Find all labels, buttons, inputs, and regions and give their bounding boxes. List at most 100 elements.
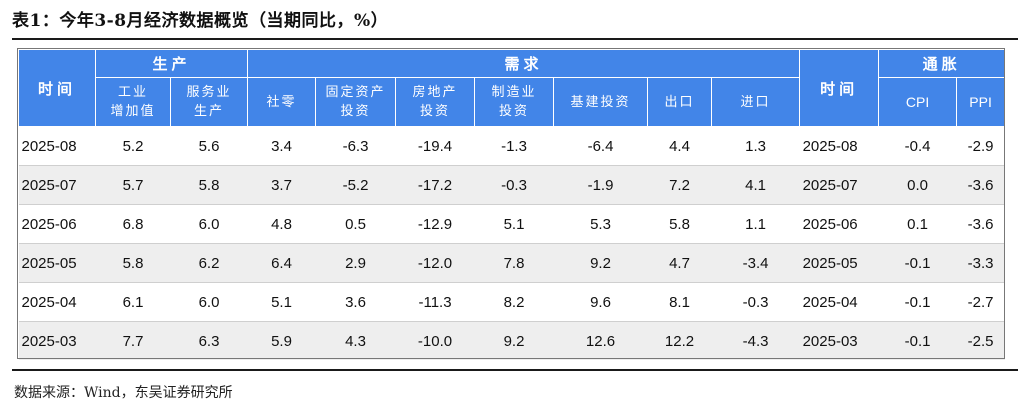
cell-services: 6.0 [170,204,248,244]
cell-infrastructure: 5.3 [553,204,648,244]
cell-infrastructure: -6.4 [553,126,648,166]
table-row: 2025-06 6.8 6.0 4.8 0.5 -12.9 5.1 5.3 5.… [18,204,1005,244]
table-row: 2025-04 6.1 6.0 5.1 3.6 -11.3 8.2 9.6 8.… [18,282,1005,322]
cell-infrastructure: 9.2 [553,243,648,283]
cell-cpi: 0.0 [878,165,957,205]
economic-data-table: 时间 生产 需求 时间 通胀 工业 增加值 服务业 生产 社零 固定资产 投资 … [18,49,1006,360]
header-manufacturing-investment: 制造业 投资 [474,77,555,127]
cell-date: 2025-06 [18,204,96,244]
cell-ppi: -2.9 [956,126,1005,166]
cell-real-estate: -12.9 [395,204,475,244]
cell-ppi: -2.7 [956,282,1005,322]
cell-services: 5.8 [170,165,248,205]
cell-date-right: 2025-08 [799,126,879,166]
cell-real-estate: -19.4 [395,126,475,166]
cell-industrial: 6.8 [95,204,171,244]
cell-manufacturing: 8.2 [474,282,554,322]
cell-fai: 3.6 [315,282,396,322]
cell-imports: 1.3 [711,126,800,166]
cell-infrastructure: -1.9 [553,165,648,205]
table-row: 2025-08 5.2 5.6 3.4 -6.3 -19.4 -1.3 -6.4… [18,126,1005,166]
cell-industrial: 5.2 [95,126,171,166]
cell-fai: -5.2 [315,165,396,205]
cell-fai: -6.3 [315,126,396,166]
cell-date: 2025-07 [18,165,96,205]
cell-exports: 4.4 [647,126,712,166]
cell-manufacturing: -0.3 [474,165,554,205]
header-exports: 出口 [647,77,713,127]
cell-date: 2025-05 [18,243,96,283]
cell-industrial: 5.7 [95,165,171,205]
cell-services: 6.2 [170,243,248,283]
cell-cpi: 0.1 [878,204,957,244]
cell-services: 6.3 [170,321,248,360]
cell-retail: 3.4 [247,126,316,166]
cell-exports: 12.2 [647,321,712,360]
header-retail-sales: 社零 [247,77,317,127]
cell-ppi: -2.5 [956,321,1005,360]
cell-real-estate: -17.2 [395,165,475,205]
cell-infrastructure: 12.6 [553,321,648,360]
cell-cpi: -0.1 [878,321,957,360]
cell-date: 2025-03 [18,321,96,360]
cell-date-right: 2025-03 [799,321,879,360]
header-industrial-value-added: 工业 增加值 [95,77,171,127]
header-group-inflation: 通胀 [878,49,1006,78]
cell-exports: 7.2 [647,165,712,205]
header-real-estate-investment: 房地产 投资 [395,77,476,127]
cell-date-right: 2025-07 [799,165,879,205]
cell-date-right: 2025-05 [799,243,879,283]
header-time-left: 时间 [18,49,96,127]
cell-retail: 6.4 [247,243,316,283]
cell-manufacturing: 7.8 [474,243,554,283]
table-title: 表1：今年3-8月经济数据概览（当期同比，%） [12,11,389,31]
cell-date-right: 2025-06 [799,204,879,244]
cell-industrial: 7.7 [95,321,171,360]
cell-retail: 4.8 [247,204,316,244]
cell-ppi: -3.6 [956,165,1005,205]
header-fixed-asset-investment: 固定资产 投资 [315,77,397,127]
table-row: 2025-07 5.7 5.8 3.7 -5.2 -17.2 -0.3 -1.9… [18,165,1005,205]
table-row: 2025-03 7.7 6.3 5.9 4.3 -10.0 9.2 12.6 1… [18,321,1005,360]
header-ppi: PPI [956,77,1006,127]
cell-real-estate: -12.0 [395,243,475,283]
cell-real-estate: -10.0 [395,321,475,360]
cell-manufacturing: 5.1 [474,204,554,244]
cell-date: 2025-04 [18,282,96,322]
cell-retail: 5.1 [247,282,316,322]
header-sub-row: 工业 增加值 服务业 生产 社零 固定资产 投资 房地产 投资 制造业 投资 基… [19,77,1006,127]
cell-imports: -4.3 [711,321,800,360]
cell-cpi: -0.1 [878,243,957,283]
header-time-right: 时间 [799,49,880,127]
cell-infrastructure: 9.6 [553,282,648,322]
cell-cpi: -0.1 [878,282,957,322]
cell-industrial: 5.8 [95,243,171,283]
top-rule [12,38,1018,40]
header-imports: 进口 [711,77,801,127]
cell-ppi: -3.3 [956,243,1005,283]
table-row: 2025-05 5.8 6.2 6.4 2.9 -12.0 7.8 9.2 4.… [18,243,1005,283]
cell-exports: 5.8 [647,204,712,244]
header-group-production: 生产 [94,49,249,78]
cell-imports: 1.1 [711,204,800,244]
cell-services: 6.0 [170,282,248,322]
cell-fai: 4.3 [315,321,396,360]
cell-exports: 4.7 [647,243,712,283]
cell-retail: 3.7 [247,165,316,205]
cell-date: 2025-08 [18,126,96,166]
cell-industrial: 6.1 [95,282,171,322]
header-infrastructure-investment: 基建投资 [553,77,649,127]
cell-manufacturing: 9.2 [474,321,554,360]
cell-fai: 2.9 [315,243,396,283]
cell-imports: -0.3 [711,282,800,322]
cell-imports: -3.4 [711,243,800,283]
cell-cpi: -0.4 [878,126,957,166]
cell-date-right: 2025-04 [799,282,879,322]
bottom-rule [12,369,1018,371]
cell-fai: 0.5 [315,204,396,244]
cell-exports: 8.1 [647,282,712,322]
source-note: 数据来源：Wind，东吴证券研究所 [14,385,233,401]
header-services-production: 服务业 生产 [169,77,249,127]
header-group-row: 时间 生产 需求 时间 通胀 [18,49,1006,127]
header-group-demand: 需求 [247,49,801,78]
